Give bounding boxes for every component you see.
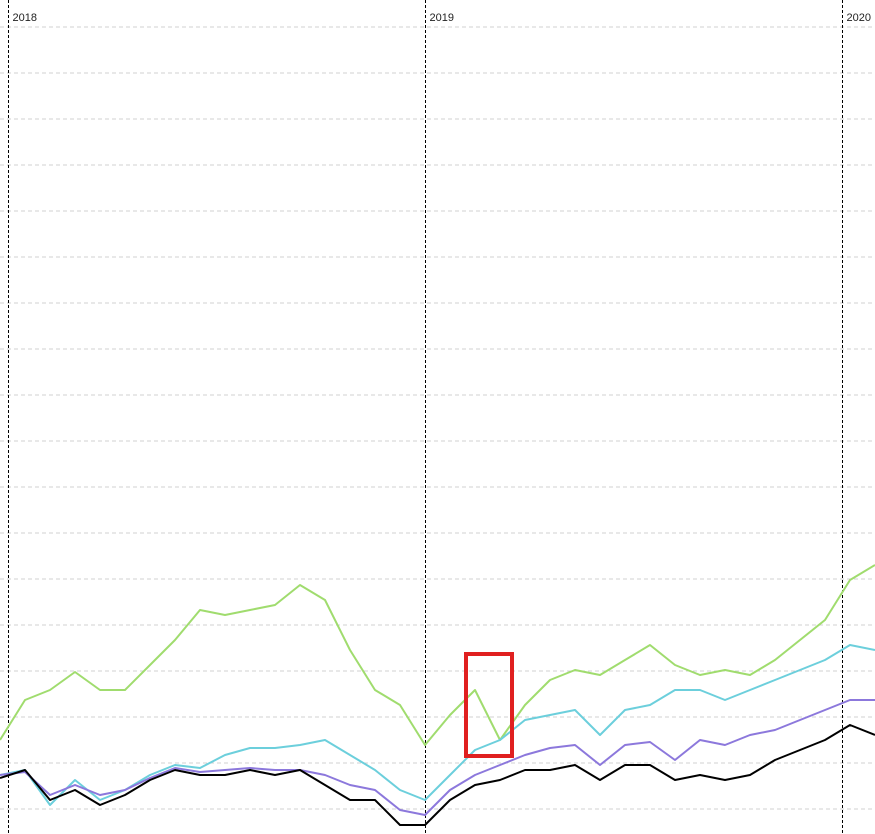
lines [0,564,875,826]
series-line [0,644,875,806]
x-tick-label: 2019 [430,12,454,24]
series-line [0,564,875,746]
series-line [0,699,875,816]
highlight-box [464,652,514,758]
x-tick-label: 2020 [847,12,871,24]
x-tick-label: 2018 [13,12,37,24]
series-line [0,724,875,826]
